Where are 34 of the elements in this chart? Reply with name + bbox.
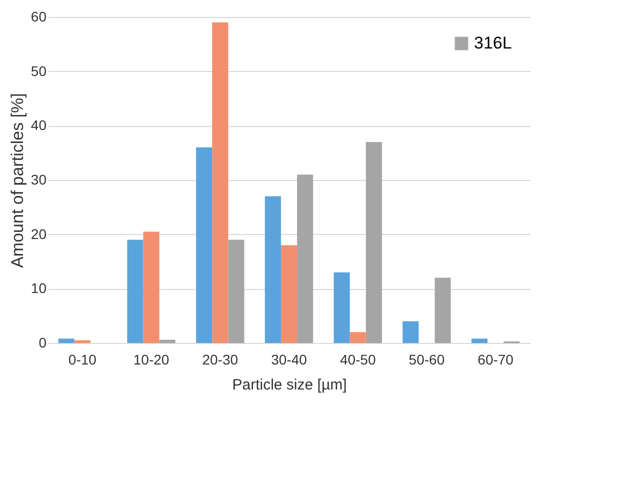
x-tick-label: 0-10 — [68, 352, 97, 368]
bar — [264, 196, 281, 343]
bar — [58, 338, 74, 343]
bar — [196, 147, 212, 343]
y-axis-title: Amount of particles [%] — [8, 93, 27, 268]
x-tick-label: 40-50 — [340, 352, 376, 368]
y-tick-label: 0 — [38, 334, 47, 350]
bar — [402, 321, 419, 343]
bar — [334, 272, 350, 343]
bar — [366, 142, 382, 343]
bar — [350, 332, 366, 343]
y-tick-label: 50 — [30, 62, 47, 79]
bar — [143, 232, 160, 343]
legend-label: 316L — [474, 34, 512, 52]
y-tick-label: 30 — [30, 172, 47, 188]
y-tick-label: 10 — [30, 280, 47, 296]
bar — [228, 240, 244, 343]
x-tick-label: 20-30 — [202, 352, 238, 368]
x-tick-label: 60-70 — [478, 352, 514, 368]
y-tick-label: 60 — [30, 8, 47, 24]
bar — [159, 340, 176, 343]
bar — [471, 338, 488, 343]
x-tick-label: 10-20 — [133, 352, 170, 368]
x-axis-title: Particle size [µm] — [232, 376, 347, 394]
bar — [297, 174, 314, 343]
bar — [434, 278, 451, 343]
x-tick-label: 30-40 — [271, 352, 308, 368]
bar — [74, 340, 90, 343]
bar — [212, 22, 228, 343]
y-tick-label: 40 — [30, 117, 47, 134]
bar — [127, 240, 144, 343]
bar — [280, 245, 298, 343]
y-tick-label: 20 — [30, 226, 47, 242]
x-tick-label: 50-60 — [408, 352, 445, 368]
